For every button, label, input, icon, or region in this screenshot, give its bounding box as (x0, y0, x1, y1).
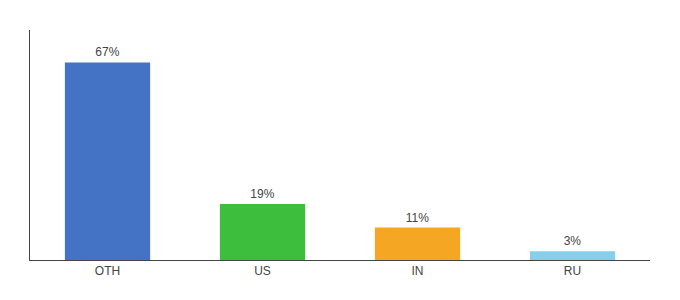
svg-text:11%: 11% (406, 211, 429, 225)
svg-text:OTH: OTH (95, 264, 120, 278)
svg-text:RU: RU (564, 264, 581, 278)
svg-text:US: US (254, 264, 271, 278)
svg-text:19%: 19% (250, 187, 274, 201)
svg-text:IN: IN (412, 264, 424, 278)
svg-text:3%: 3% (564, 234, 582, 248)
svg-text:67%: 67% (95, 45, 119, 59)
